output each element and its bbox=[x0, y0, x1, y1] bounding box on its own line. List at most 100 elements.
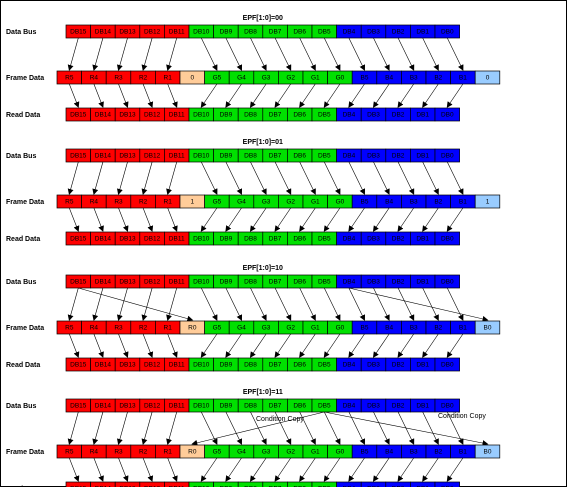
data-bus-cell: DB5 bbox=[311, 274, 337, 289]
frame-cell-green: G0 bbox=[327, 444, 353, 459]
data-bus-cell: DB1 bbox=[410, 274, 436, 289]
frame-to-read-arrow bbox=[167, 83, 178, 108]
frame-to-read-arrow bbox=[397, 457, 414, 482]
data-bus-cell-text: DB9 bbox=[220, 153, 233, 160]
frame-to-read-arrow bbox=[225, 207, 242, 232]
read-data-cell-text: DB2 bbox=[392, 112, 405, 119]
frame-cell-blue-text: B5 bbox=[361, 449, 369, 456]
frame-cell-red: R4 bbox=[81, 70, 107, 85]
frame-to-read-arrow bbox=[118, 83, 129, 108]
frame-cell-red-text: R4 bbox=[90, 199, 99, 206]
frame-to-read-arrow bbox=[422, 207, 439, 232]
bus-to-frame-arrow bbox=[274, 161, 292, 195]
data-bus-cell: DB12 bbox=[139, 398, 165, 413]
data-bus-cell-text: DB6 bbox=[293, 403, 306, 410]
frame-cell-red: R1 bbox=[155, 444, 181, 459]
frame-to-read-arrow bbox=[299, 333, 316, 358]
data-bus-cell-text: DB7 bbox=[269, 279, 282, 286]
read-data-cell-text: DB3 bbox=[367, 486, 380, 487]
bus-to-frame-arrow bbox=[67, 287, 79, 321]
frame-to-read-arrow bbox=[348, 207, 365, 232]
frame-cell-blue: B4 bbox=[376, 320, 402, 335]
bus-to-frame-arrow bbox=[348, 411, 366, 445]
frame-cell-r0-text: 1 bbox=[190, 199, 194, 206]
read-data-cell: DB15 bbox=[65, 481, 91, 487]
frame-cell-blue-text: B3 bbox=[410, 199, 418, 206]
data-bus-cell: DB3 bbox=[360, 148, 387, 163]
frame-cell-green-text: G5 bbox=[213, 199, 222, 206]
frame-to-read-arrow bbox=[446, 333, 464, 358]
data-bus-cell-text: DB4 bbox=[343, 279, 356, 286]
read-data-cell: DB10 bbox=[188, 107, 214, 122]
frame-to-read-arrow bbox=[249, 83, 267, 108]
read-data-cell: DB1 bbox=[410, 481, 436, 487]
data-bus-cell: DB11 bbox=[164, 274, 190, 289]
read-data-cell: DB15 bbox=[65, 231, 91, 246]
read-data-cell: DB8 bbox=[237, 481, 264, 487]
read-data-cell-text: DB5 bbox=[318, 236, 331, 243]
frame-cell-red: R4 bbox=[81, 320, 107, 335]
bus-to-frame-arrow bbox=[201, 411, 218, 445]
read-data-cell: DB8 bbox=[237, 357, 264, 372]
frame-cell-green-text: G4 bbox=[237, 449, 246, 456]
read-data-cell: DB13 bbox=[114, 231, 141, 246]
data-bus-cell-box bbox=[434, 24, 460, 39]
read-data-cell-text: DB7 bbox=[269, 362, 282, 369]
bus-to-frame-arrow bbox=[447, 161, 464, 195]
bus-to-frame-arrow bbox=[299, 161, 316, 195]
bus-to-frame-arrow bbox=[225, 37, 243, 71]
frame-cell-green: G4 bbox=[228, 320, 255, 335]
read-data-cell: DB10 bbox=[188, 481, 214, 487]
read-data-cell-text: DB2 bbox=[392, 362, 405, 369]
data-bus-cell-box bbox=[434, 398, 460, 413]
data-bus-cell-text: DB14 bbox=[95, 403, 112, 410]
read-data-cell-text: DB1 bbox=[416, 112, 429, 119]
data-bus-cell-text: DB13 bbox=[119, 153, 136, 160]
frame-cell-green-text: G5 bbox=[213, 449, 222, 456]
frame-cell-green-text: G3 bbox=[262, 325, 271, 332]
frame-cell-red: R5 bbox=[56, 444, 82, 459]
data-bus-cell-text: DB14 bbox=[95, 279, 112, 286]
frame-cell-green: G3 bbox=[253, 70, 279, 85]
read-data-cell-text: DB12 bbox=[144, 236, 161, 243]
data-bus-cell-text: DB15 bbox=[70, 279, 87, 286]
frame-cell-b0-text: B0 bbox=[484, 325, 492, 332]
read-data-cell-text: DB15 bbox=[70, 362, 87, 369]
frame-cell-blue-text: B3 bbox=[410, 75, 418, 82]
data-bus-cell: DB1 bbox=[410, 148, 436, 163]
data-bus-cell: DB10 bbox=[188, 398, 214, 413]
data-bus-cell-text: DB7 bbox=[269, 403, 282, 410]
frame-cell-b0-text: B0 bbox=[484, 449, 492, 456]
data-bus-cell-text: DB1 bbox=[416, 279, 429, 286]
frame-to-read-arrow bbox=[118, 457, 129, 482]
frame-cell-red-text: R1 bbox=[164, 75, 173, 82]
frame-cell-green: G1 bbox=[302, 320, 328, 335]
data-bus-cell: DB10 bbox=[188, 274, 214, 289]
data-bus-cell-text: DB1 bbox=[416, 153, 429, 160]
read-data-cell: DB12 bbox=[139, 107, 165, 122]
data-bus-cell-text: DB5 bbox=[318, 279, 331, 286]
frame-cell-green: G4 bbox=[228, 444, 255, 459]
bus-to-frame-arrow bbox=[92, 411, 104, 445]
frame-cell-blue: B2 bbox=[425, 70, 451, 85]
data-bus-cell-text: DB15 bbox=[70, 403, 87, 410]
frame-cell-blue: B5 bbox=[351, 194, 378, 209]
panel-title: EPF[1:0]=10 bbox=[243, 265, 283, 272]
frame-cell-red: R5 bbox=[56, 70, 82, 85]
frame-cell-blue-text: B3 bbox=[410, 325, 418, 332]
read-data-cell-text: DB5 bbox=[318, 486, 331, 487]
frame-cell-green-text: G2 bbox=[286, 325, 295, 332]
bus-to-frame-arrow bbox=[299, 287, 316, 321]
frame-to-read-arrow bbox=[299, 207, 316, 232]
frame-cell-blue-text: B2 bbox=[434, 325, 442, 332]
read-data-cell-text: DB12 bbox=[144, 112, 161, 119]
bus-to-frame-arrow bbox=[422, 161, 439, 195]
data-bus-cell: DB14 bbox=[90, 274, 116, 289]
frame-to-read-arrow bbox=[348, 333, 365, 358]
read-data-cell: DB5 bbox=[311, 357, 337, 372]
frame-cell-green: G3 bbox=[253, 444, 279, 459]
data-bus-cell-text: DB6 bbox=[293, 279, 306, 286]
bus-to-frame-arrow bbox=[348, 287, 366, 321]
read-data-cell-text: DB11 bbox=[169, 236, 185, 243]
bus-to-frame-arrow bbox=[324, 287, 341, 321]
